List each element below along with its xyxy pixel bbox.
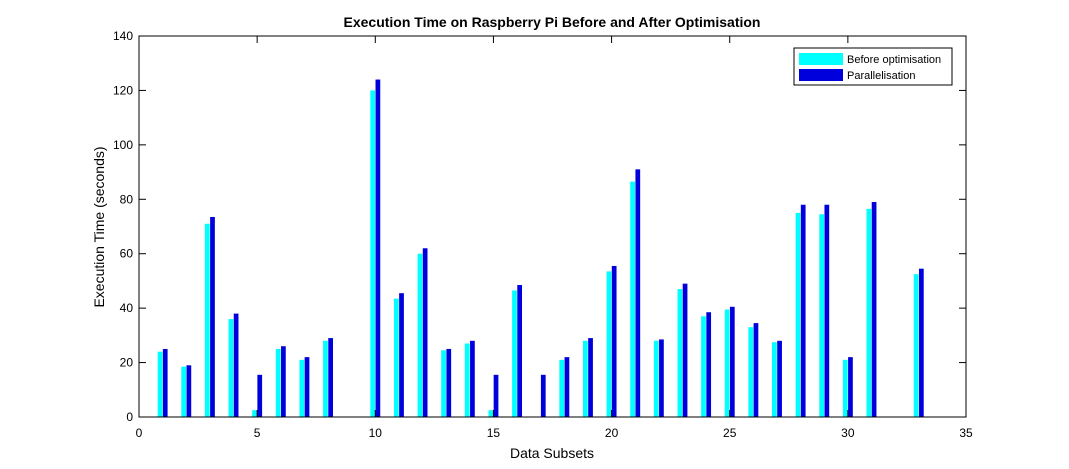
bar-before-23 [677,289,683,417]
bar-parallel-13 [446,348,452,417]
legend: Before optimisation Parallelisation [793,47,953,86]
bar-before-12 [417,253,423,417]
bar-parallel-4 [233,313,239,417]
bar-before-21 [630,181,635,417]
bar-parallel-1 [162,348,168,417]
bar-before-5 [252,410,257,417]
bar-before-33 [913,274,919,418]
bar-parallel-27 [777,340,782,417]
bar-before-19 [582,340,588,417]
bar-parallel-5 [257,374,263,417]
bar-before-26 [748,327,754,417]
y-tick-label: 120 [113,83,133,97]
bar-before-25 [724,309,730,417]
x-tick-label: 10 [369,426,383,440]
chart-title: Execution Time on Raspberry Pi Before an… [344,14,761,30]
bar-parallel-15 [493,374,499,417]
bar-before-6 [275,348,281,417]
bar-parallel-22 [659,339,664,417]
bar-parallel-28 [800,204,806,417]
bar-before-31 [866,208,872,417]
bar-before-11 [393,298,399,417]
bar-parallel-20 [611,265,617,417]
plot-area [139,36,966,417]
bar-before-24 [701,316,706,417]
plot-frame [138,35,967,418]
x-tick-label: 30 [841,426,855,440]
bar-before-20 [606,271,612,417]
y-tick-label: 0 [126,410,133,424]
bar-parallel-31 [871,202,877,417]
legend-swatch-before [799,53,843,65]
y-tick-label: 60 [120,247,134,261]
y-tick-label: 100 [113,138,133,152]
x-tick-label: 25 [723,426,737,440]
bar-parallel-12 [422,248,428,417]
bar-parallel-8 [328,338,333,417]
bar-before-7 [299,359,305,417]
bar-parallel-16 [517,285,523,417]
bar-parallel-14 [470,340,475,417]
bar-parallel-7 [304,357,310,417]
legend-label-parallel: Parallelisation [847,70,915,82]
y-tick-label: 80 [120,192,134,206]
bar-parallel-17 [540,374,546,417]
bar-before-3 [204,223,210,417]
bar-before-2 [181,366,187,417]
bar-parallel-18 [564,357,570,417]
bar-parallel-26 [753,323,759,417]
bar-before-1 [157,351,163,417]
bar-before-4 [228,319,234,417]
bar-before-16 [512,290,517,417]
bar-before-30 [842,359,848,417]
bar-before-15 [488,410,494,417]
y-tick-label: 40 [120,301,134,315]
bar-parallel-24 [706,312,712,417]
ticks-group: 0 5 10 15 20 25 30 35 0 20 40 60 80 100 120 140 [113,29,973,440]
legend-label-before: Before optimisation [847,54,941,66]
y-tick-label: 140 [113,29,133,43]
x-tick-label: 20 [605,426,619,440]
legend-swatch-parallel [799,69,843,81]
bar-before-10 [370,90,376,418]
bar-before-29 [819,214,824,417]
bar-before-22 [653,340,659,417]
bar-parallel-21 [635,169,641,417]
bar-parallel-6 [281,346,286,417]
bar-before-18 [559,359,565,417]
bar-parallel-19 [588,338,593,417]
bar-before-8 [323,340,328,417]
bar-before-28 [795,212,801,417]
bar-parallel-3 [210,216,215,417]
x-tick-label: 35 [959,426,973,440]
bar-before-14 [464,343,470,417]
bar-before-27 [772,342,777,417]
bars-group [157,79,924,418]
x-axis-label: Data Subsets [510,445,594,461]
bar-parallel-10 [375,79,381,417]
x-tick-label: 5 [254,426,261,440]
bar-before-13 [441,350,446,417]
bar-parallel-33 [918,268,924,417]
bar-parallel-23 [682,283,688,417]
bar-parallel-25 [729,306,735,417]
x-tick-label: 15 [487,426,501,440]
bar-parallel-2 [186,365,192,417]
y-axis-label: Execution Time (seconds) [91,146,107,307]
bar-parallel-29 [824,204,830,417]
bar-parallel-30 [848,357,853,417]
x-tick-label: 0 [136,426,143,440]
bar-parallel-11 [399,293,404,417]
y-tick-label: 20 [120,356,134,370]
